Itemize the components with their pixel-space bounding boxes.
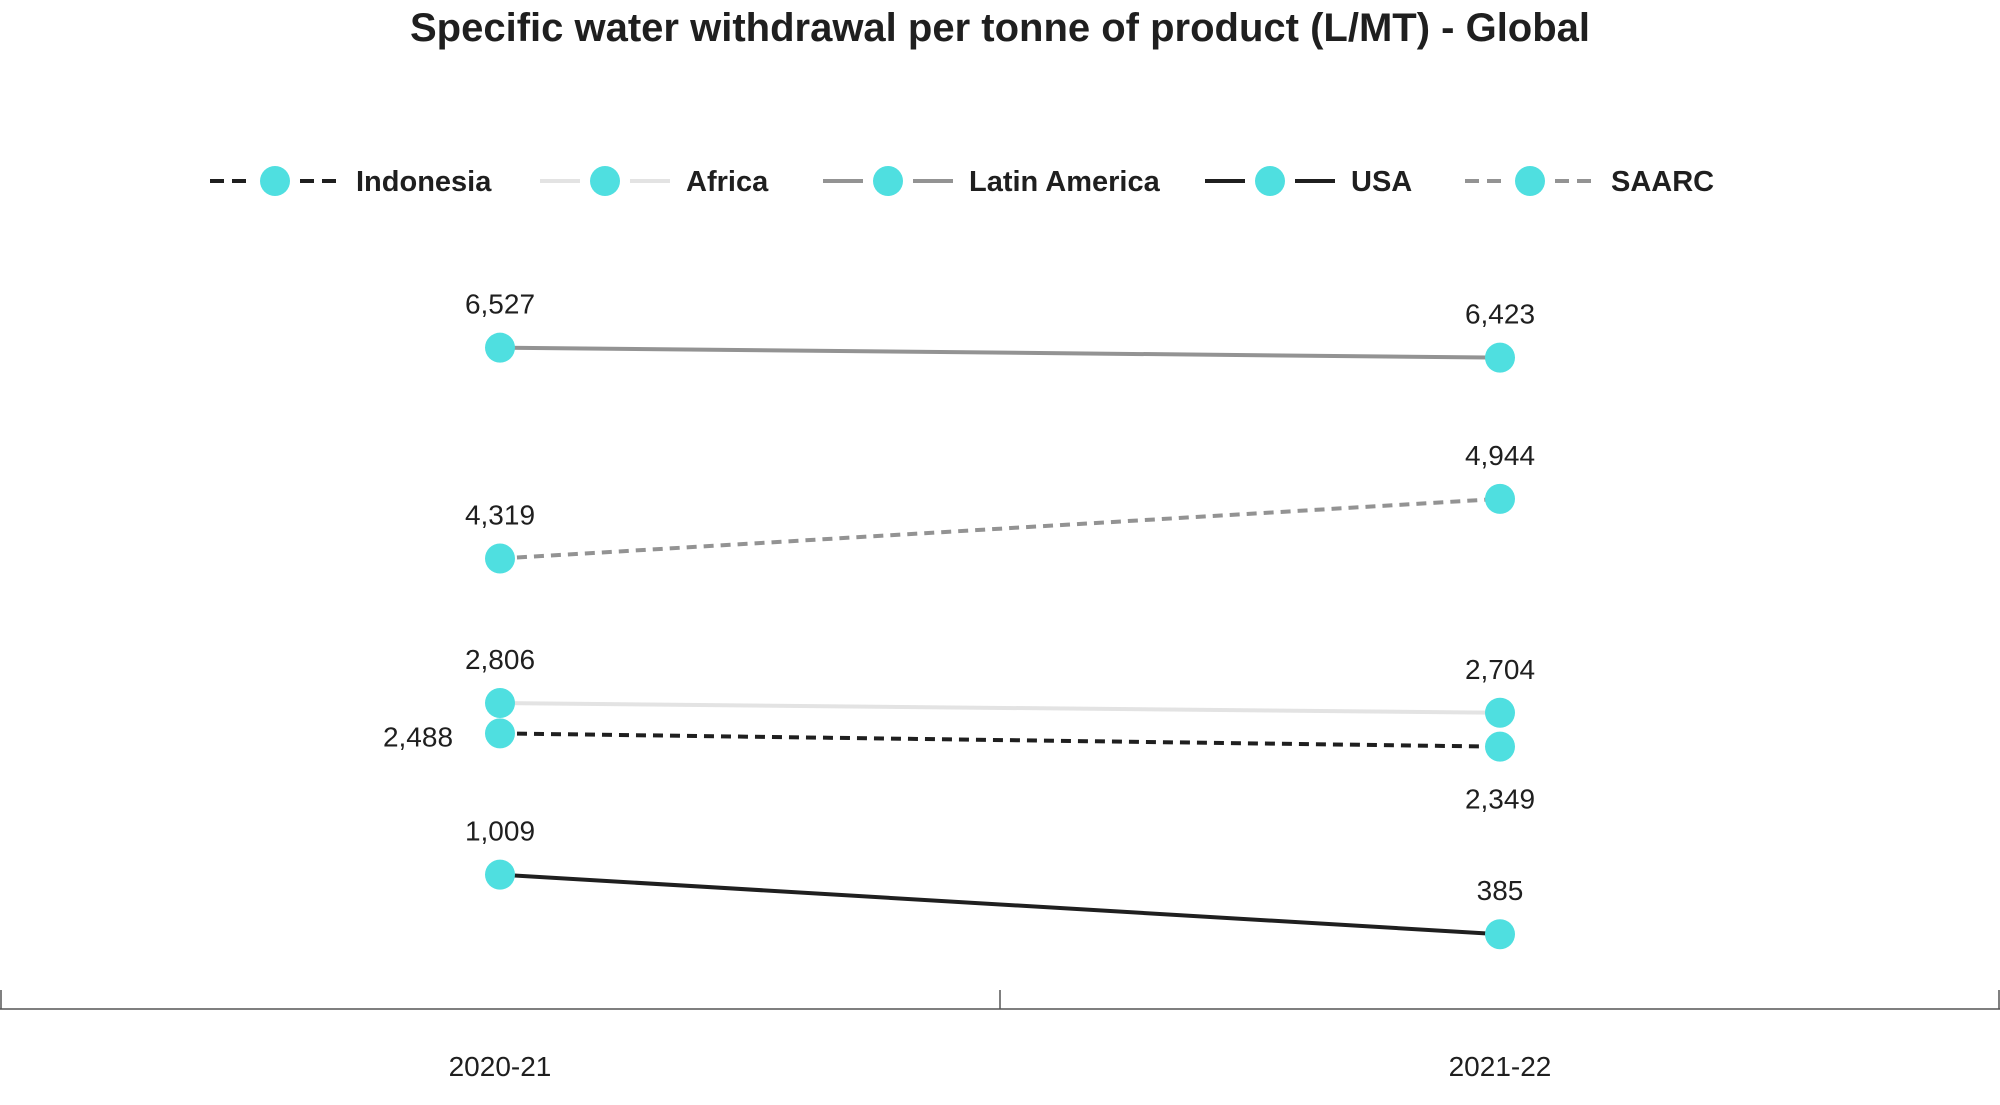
point-usa-2020-21 bbox=[485, 859, 515, 890]
x-tick-label-2021-22: 2021-22 bbox=[1449, 1051, 1552, 1082]
point-usa-2021-22 bbox=[1485, 919, 1515, 950]
legend-label: USA bbox=[1351, 166, 1412, 198]
legend-marker bbox=[260, 166, 290, 196]
point-latin-america-2020-21 bbox=[485, 332, 515, 363]
legend-label: Latin America bbox=[969, 166, 1161, 198]
series-lines bbox=[499, 345, 1501, 937]
data-label-indonesia-2021-22: 2,349 bbox=[1465, 784, 1535, 815]
data-label-usa-2021-22: 385 bbox=[1477, 875, 1524, 906]
legend-label: SAARC bbox=[1611, 166, 1714, 198]
x-axis: 2020-21 2021-22 bbox=[0, 990, 2000, 1082]
data-label-saarc-2020-21: 4,319 bbox=[465, 500, 535, 531]
data-label-usa-2020-21: 1,009 bbox=[465, 816, 535, 847]
series-points bbox=[485, 332, 1515, 950]
legend-item-latin-america: Latin America bbox=[823, 166, 1161, 198]
data-label-africa-2020-21: 2,806 bbox=[465, 644, 535, 675]
series-line-africa bbox=[499, 701, 1501, 715]
x-tick-label-2020-21: 2020-21 bbox=[449, 1051, 552, 1082]
point-latin-america-2021-22 bbox=[1485, 342, 1515, 373]
legend: Indonesia Africa Latin America USA SAARC bbox=[210, 166, 1714, 198]
series-line-latin-america bbox=[499, 345, 1501, 360]
data-labels: 2,488 2,349 2,806 2,704 6,527 6,423 1,009 385 4,… bbox=[383, 289, 1535, 907]
series-line-indonesia bbox=[499, 731, 1501, 749]
legend-label: Indonesia bbox=[356, 166, 492, 198]
data-label-latin-america-2020-21: 6,527 bbox=[465, 289, 535, 320]
legend-label: Africa bbox=[686, 166, 769, 198]
legend-item-usa: USA bbox=[1205, 166, 1412, 198]
data-label-latin-america-2021-22: 6,423 bbox=[1465, 299, 1535, 330]
point-indonesia-2020-21 bbox=[485, 718, 515, 749]
series-line-usa bbox=[499, 872, 1501, 937]
point-saarc-2020-21 bbox=[485, 543, 515, 574]
point-africa-2021-22 bbox=[1485, 697, 1515, 728]
point-africa-2020-21 bbox=[485, 688, 515, 719]
data-label-indonesia-2020-21: 2,488 bbox=[383, 721, 453, 752]
legend-marker bbox=[873, 166, 903, 196]
point-saarc-2021-22 bbox=[1485, 483, 1515, 514]
legend-item-indonesia: Indonesia bbox=[210, 166, 492, 198]
legend-marker bbox=[590, 166, 620, 196]
legend-marker bbox=[1255, 166, 1285, 196]
chart-title: Specific water withdrawal per tonne of p… bbox=[409, 6, 1591, 50]
legend-item-saarc: SAARC bbox=[1465, 166, 1714, 198]
data-label-saarc-2021-22: 4,944 bbox=[1465, 440, 1535, 471]
point-indonesia-2021-22 bbox=[1485, 731, 1515, 762]
legend-marker bbox=[1515, 166, 1545, 196]
data-label-africa-2021-22: 2,704 bbox=[1465, 654, 1535, 685]
series-line-saarc bbox=[499, 496, 1501, 561]
legend-item-africa: Africa bbox=[540, 166, 769, 198]
